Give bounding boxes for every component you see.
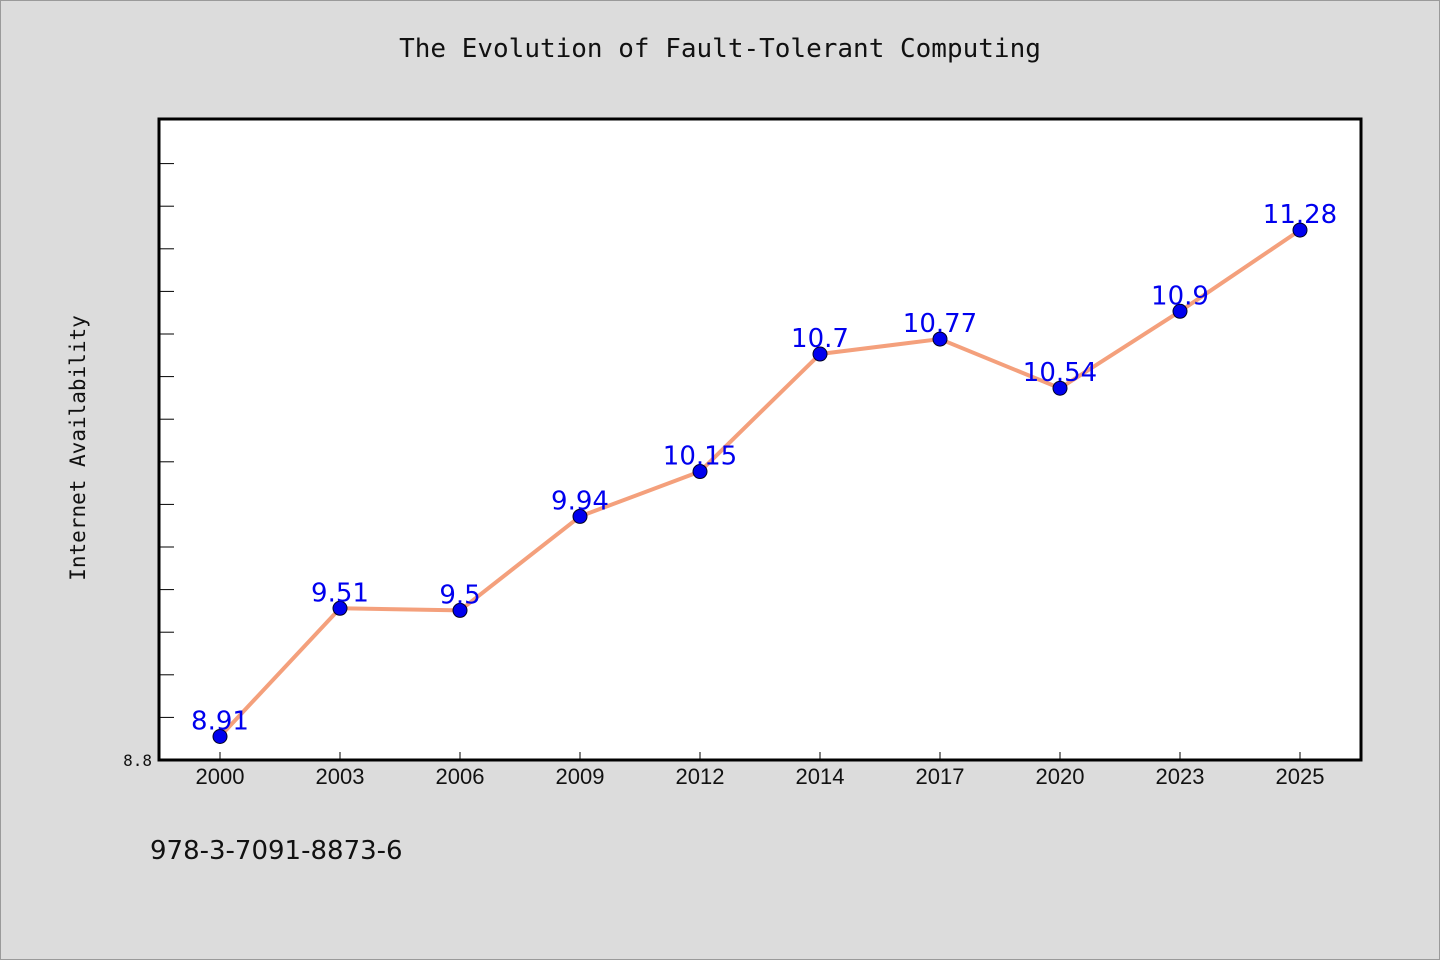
data-point xyxy=(572,508,588,524)
data-point xyxy=(692,464,708,480)
x-tick-label: 2012 xyxy=(676,764,725,789)
x-axis-tick-labels: 2000 2003 2006 2009 2012 2014 2017 2020 2023 2025 xyxy=(196,752,1325,789)
data-point xyxy=(812,346,828,362)
plot-area xyxy=(157,117,1363,762)
data-label: 10.15 xyxy=(663,442,737,472)
y-axis-label: Internet Availability xyxy=(66,315,90,581)
data-points xyxy=(212,222,1308,744)
data-point xyxy=(932,331,948,347)
data-label: 10.9 xyxy=(1151,281,1209,311)
x-tick-label: 2014 xyxy=(796,764,845,789)
x-tick-label: 2020 xyxy=(1036,764,1085,789)
x-tick-label: 2000 xyxy=(196,764,245,789)
data-label: 9.5 xyxy=(439,580,480,610)
data-point xyxy=(1172,303,1188,319)
x-tick-label: 2017 xyxy=(916,764,965,789)
x-tick-label: 2023 xyxy=(1156,764,1205,789)
x-tick-label: 2003 xyxy=(316,764,365,789)
data-label: 9.51 xyxy=(311,578,369,608)
data-labels: 8.91 9.51 9.5 9.94 10.15 10.7 10.77 10.54 10.9 11… xyxy=(191,200,1337,736)
data-label: 10.77 xyxy=(903,309,977,339)
isbn-footer: 978-3-7091-8873-6 xyxy=(150,836,403,866)
data-point xyxy=(332,600,348,616)
data-label: 8.91 xyxy=(191,706,249,736)
x-tick-label: 2009 xyxy=(556,764,605,789)
data-label: 11.28 xyxy=(1263,200,1337,230)
data-point xyxy=(1052,380,1068,396)
x-tick-label: 2006 xyxy=(436,764,485,789)
y-tick-label: 8.8 xyxy=(123,751,152,770)
chart-title: The Evolution of Fault-Tolerant Computin… xyxy=(399,34,1041,64)
data-label: 10.54 xyxy=(1023,358,1097,388)
data-point xyxy=(1292,222,1308,238)
data-point xyxy=(212,728,228,744)
data-point xyxy=(452,602,468,618)
series-line xyxy=(218,228,1302,739)
y-axis-ticks xyxy=(159,163,174,761)
data-label: 9.94 xyxy=(551,486,609,516)
x-tick-label: 2025 xyxy=(1276,764,1325,789)
data-label: 10.7 xyxy=(791,324,849,354)
